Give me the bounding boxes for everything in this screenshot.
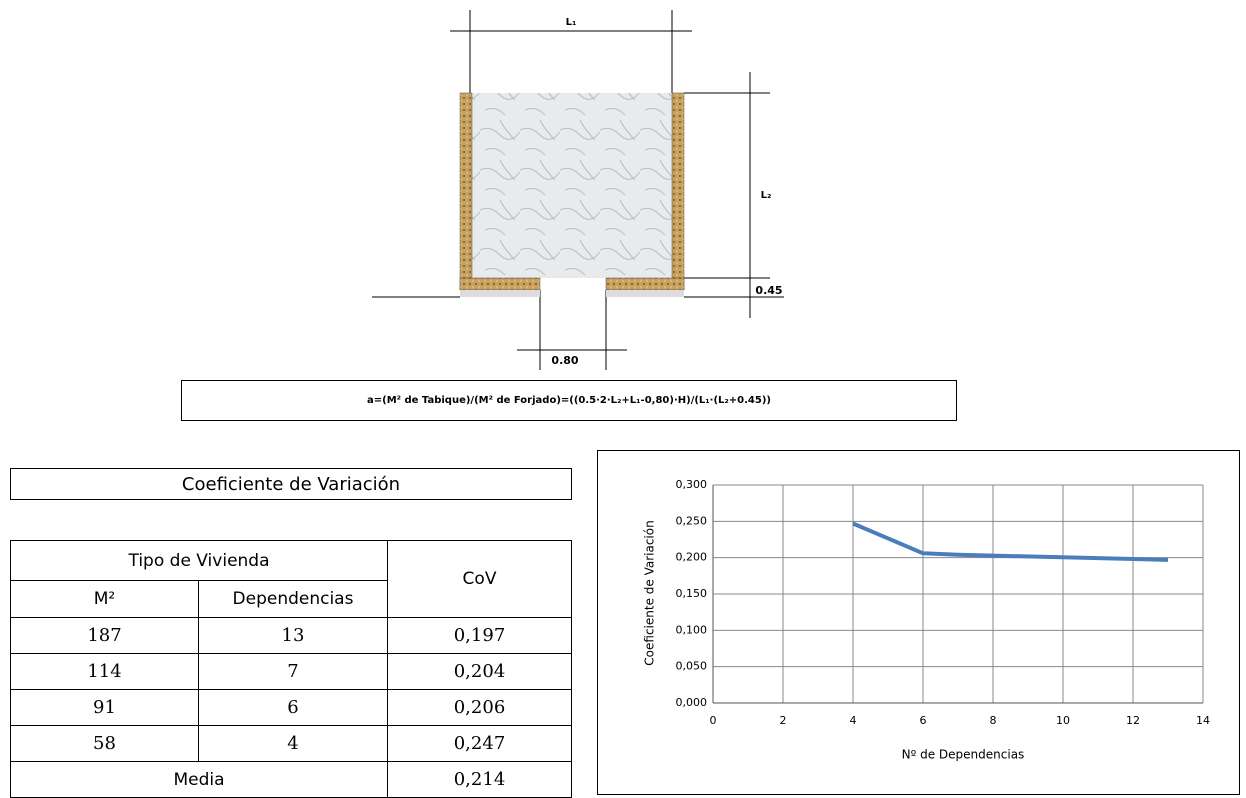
slab: [460, 290, 540, 297]
y-tick-label: 0,000: [676, 696, 708, 709]
floor-plan: L₁ L₂ 0.45 0.80: [0, 0, 1246, 440]
table-cell: 0,247: [388, 726, 572, 762]
table-cell: 13: [199, 618, 388, 654]
y-tick-label: 0,150: [676, 587, 708, 600]
slab: [606, 290, 684, 297]
footer-value: 0,214: [388, 762, 572, 798]
x-tick-label: 12: [1126, 714, 1140, 727]
y-tick-label: 0,200: [676, 551, 708, 564]
table-cell: 7: [199, 654, 388, 690]
column-header: CoV: [388, 541, 572, 618]
table-title: Coeficiente de Variación: [10, 468, 572, 500]
y-tick-label: 0,250: [676, 514, 708, 527]
wall: [460, 278, 540, 290]
table-cell: 0,206: [388, 690, 572, 726]
formula: a=(M² de Tabique)/(M² de Forjado)=((0.5·…: [181, 380, 957, 421]
table-cell: 58: [11, 726, 199, 762]
y-tick-label: 0,100: [676, 623, 708, 636]
page: {"diagram":{"width_label":"L₁","depth_la…: [0, 0, 1246, 798]
x-tick-label: 2: [780, 714, 787, 727]
table-cell: 0,204: [388, 654, 572, 690]
y-tick-label: 0,300: [676, 478, 708, 491]
table-cell: 6: [199, 690, 388, 726]
chart: Nº de Dependencias Coeficiente de Variac…: [597, 450, 1240, 795]
x-tick-label: 6: [920, 714, 927, 727]
y-axis-title: Coeficiente de Variación: [643, 520, 657, 665]
x-tick-label: 10: [1056, 714, 1070, 727]
table-cell: 4: [199, 726, 388, 762]
dim-label: 0.80: [551, 354, 578, 367]
wall: [672, 93, 684, 290]
dim-label: 0.45: [755, 284, 782, 297]
table-cell: 91: [11, 690, 199, 726]
x-tick-label: 14: [1196, 714, 1210, 727]
x-tick-label: 8: [990, 714, 997, 727]
y-tick-label: 0,050: [676, 660, 708, 673]
footer-label: Media: [11, 762, 388, 798]
wall: [460, 93, 472, 290]
floor: [472, 93, 672, 278]
table-cell: 0,197: [388, 618, 572, 654]
group-header: Tipo de Vivienda: [11, 541, 388, 581]
dim-label: L₁: [566, 17, 577, 28]
x-tick-label: 0: [710, 714, 717, 727]
table-cell: 114: [11, 654, 199, 690]
line: [853, 524, 1168, 560]
column-header: M²: [11, 581, 199, 618]
x-axis-title: Nº de Dependencias: [902, 748, 1025, 762]
x-tick-label: 4: [850, 714, 857, 727]
wall: [606, 278, 684, 290]
table-cell: 187: [11, 618, 199, 654]
dim-label: L₂: [761, 190, 772, 201]
column-header: Dependencias: [199, 581, 388, 618]
